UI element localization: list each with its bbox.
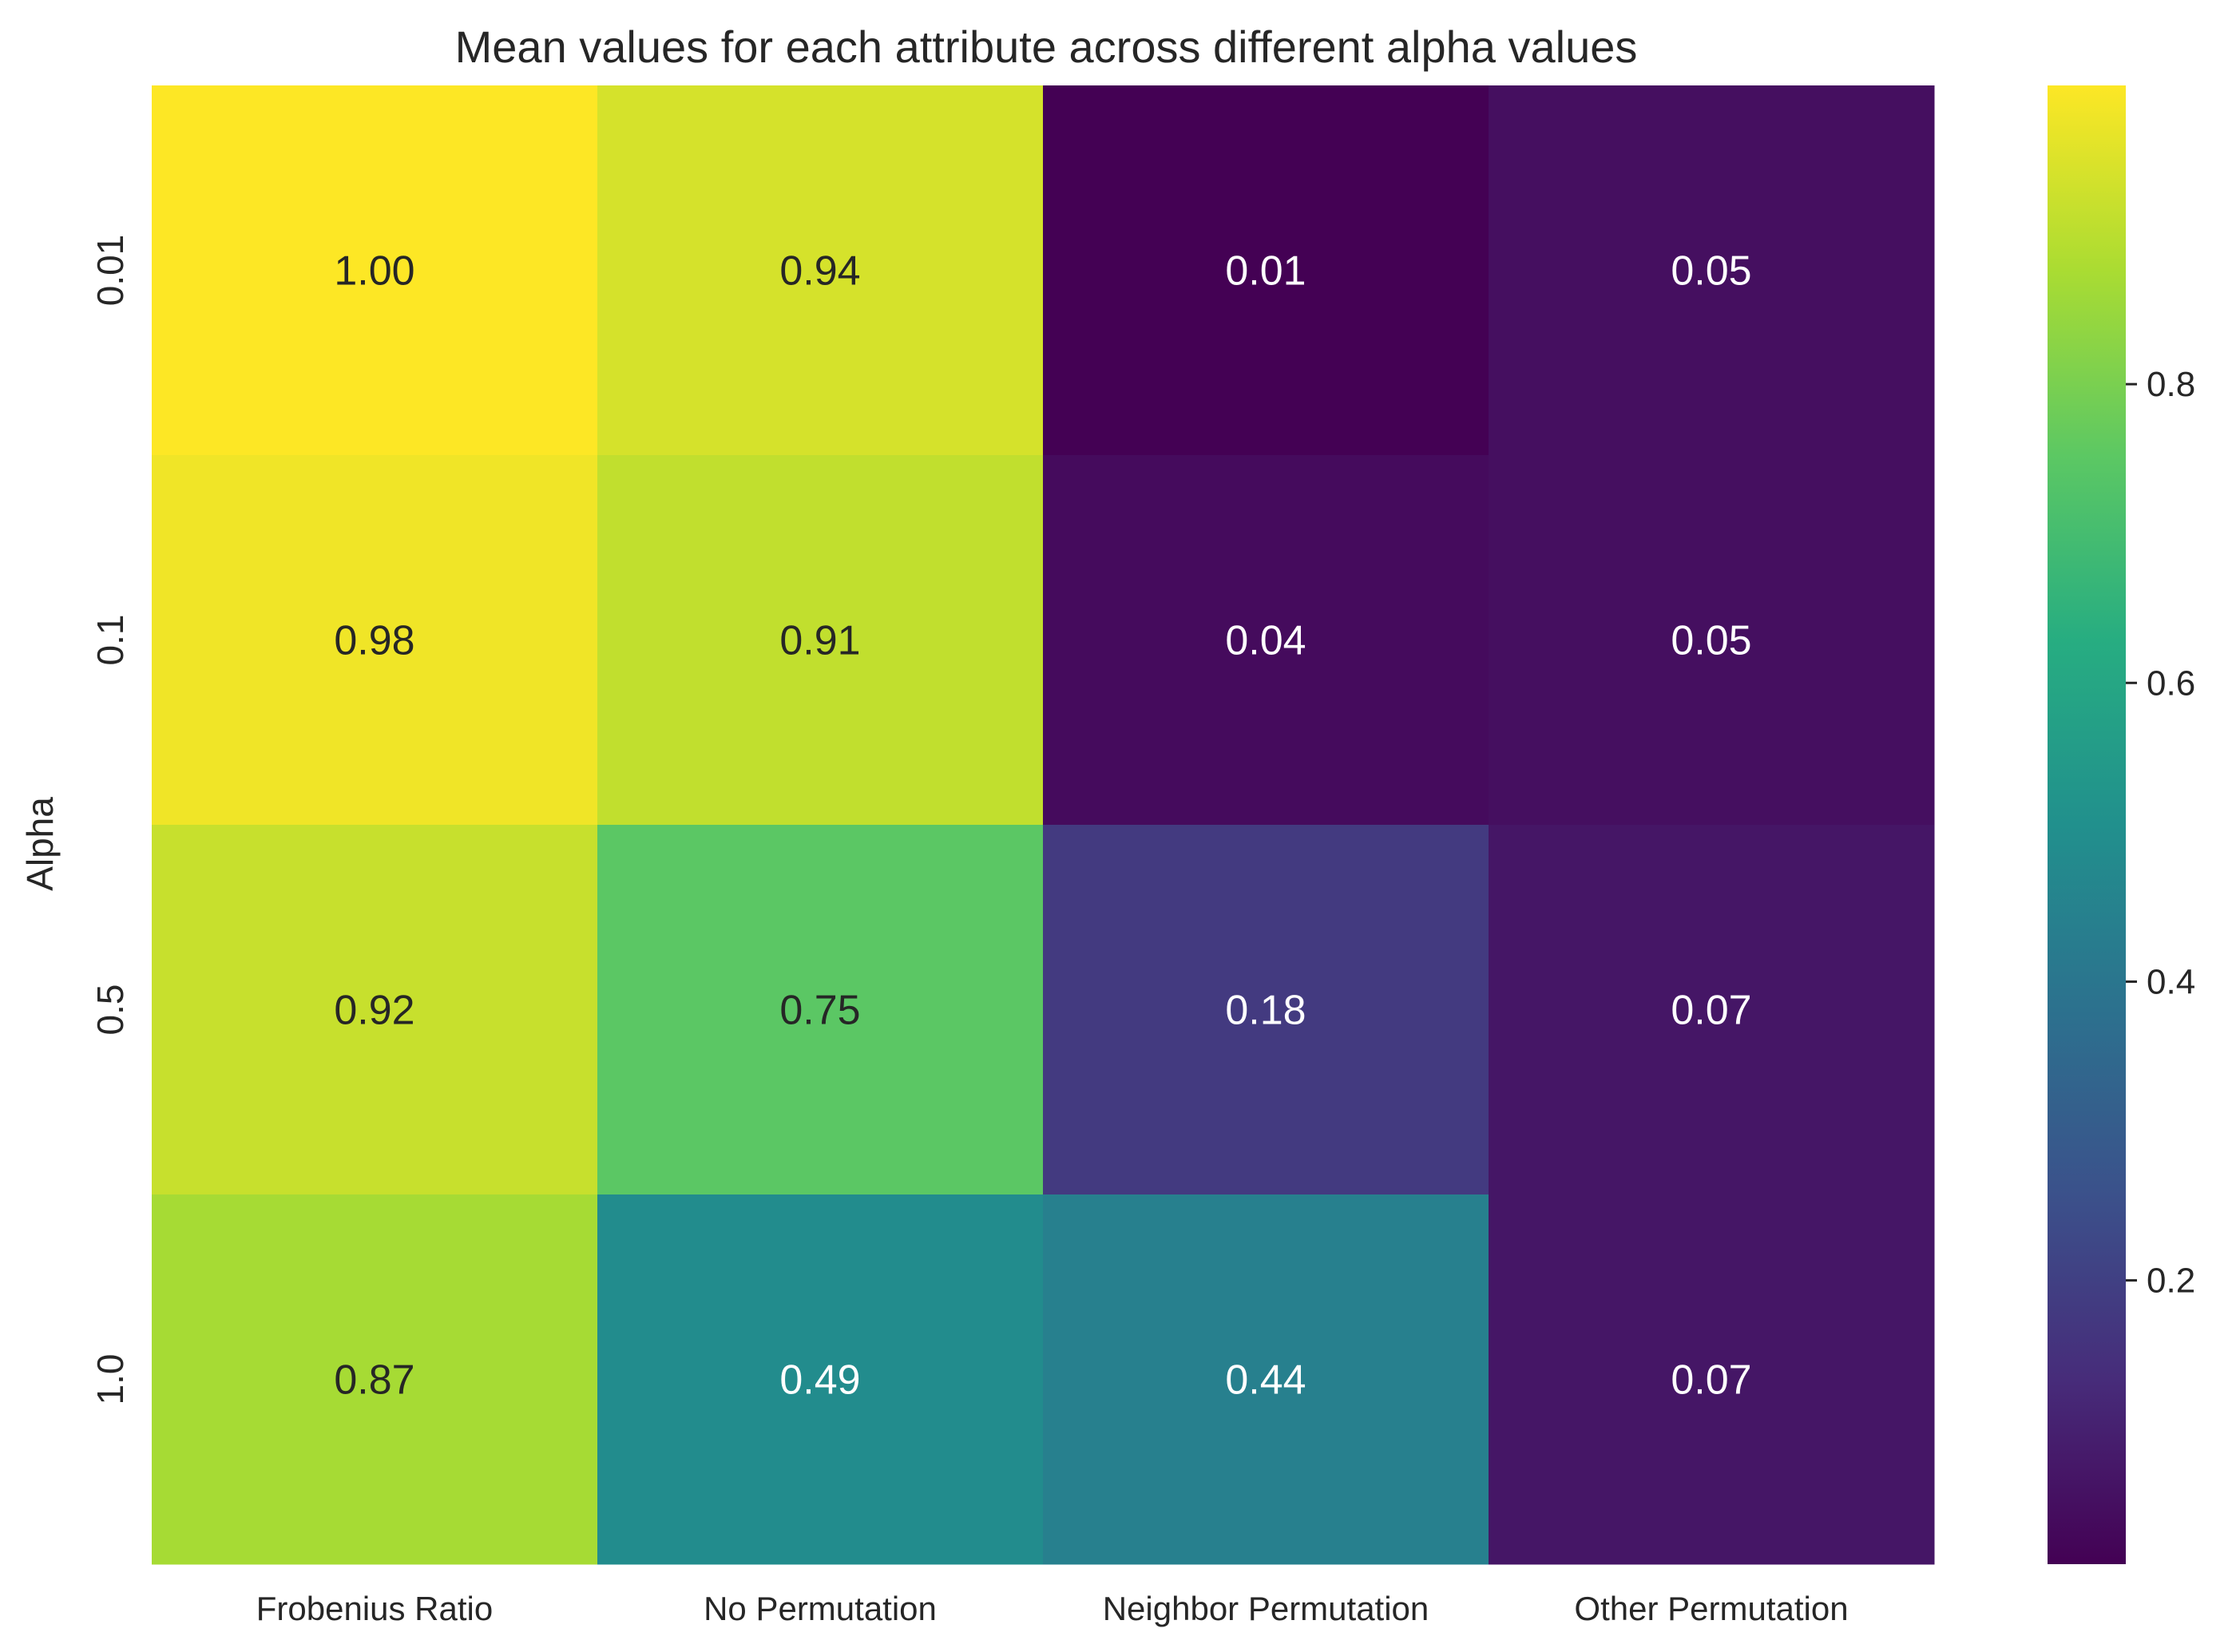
heatmap-cell (152, 825, 598, 1195)
heatmap-cell (597, 455, 1044, 826)
cell-value-label: 0.07 (1671, 1357, 1751, 1404)
colorbar-tick-label: 0.8 (2147, 365, 2195, 404)
colorbar-tick-label: 0.2 (2147, 1262, 2195, 1301)
heatmap-cell (1043, 85, 1489, 456)
cell-value-label: 0.44 (1225, 1357, 1306, 1404)
cell-value-label: 0.18 (1225, 988, 1306, 1034)
heatmap-cell (1489, 455, 1935, 826)
cell-value-label: 0.49 (779, 1357, 860, 1404)
heatmap-cells (152, 85, 1935, 1565)
cell-value-label: 0.05 (1671, 618, 1751, 664)
heatmap-cell-labels: 1.00 0.94 0.01 0.05 0.98 0.91 0.04 0.05 0.92 0.75… (334, 248, 1751, 1404)
colorbar-ticks: 0.2 0.4 0.6 0.8 (2126, 365, 2195, 1301)
cell-value-label: 0.01 (1225, 248, 1306, 295)
cell-value-label: 0.98 (334, 618, 414, 664)
x-tick-label: Frobenius Ratio (256, 1590, 493, 1627)
cell-value-label: 0.75 (779, 988, 860, 1034)
y-tick-label: 1.0 (89, 1354, 131, 1405)
cell-value-label: 0.04 (1225, 618, 1306, 664)
cell-value-label: 0.87 (334, 1357, 414, 1404)
heatmap-cell (597, 1194, 1044, 1565)
colorbar (2048, 85, 2126, 1564)
y-tick-label: 0.1 (89, 615, 131, 666)
cell-value-label: 1.00 (334, 248, 414, 295)
cell-value-label: 0.07 (1671, 988, 1751, 1034)
y-tick-label: 0.01 (89, 235, 131, 307)
heatmap-cell (597, 85, 1044, 456)
heatmap-cell (1043, 825, 1489, 1195)
heatmap-cell (597, 825, 1044, 1195)
y-axis-label: Alpha (19, 797, 61, 891)
x-axis-ticks: Frobenius Ratio No Permutation Neighbor Pe… (256, 1590, 1849, 1627)
heatmap-cell (1489, 825, 1935, 1195)
heatmap-cell (1489, 85, 1935, 456)
y-axis-ticks: 0.01 0.1 0.5 1.0 (89, 235, 131, 1405)
heatmap-cell (152, 455, 598, 826)
x-tick-label: Other Permutation (1574, 1590, 1848, 1627)
cell-value-label: 0.05 (1671, 248, 1751, 295)
x-tick-label: Neighbor Permutation (1103, 1590, 1429, 1627)
y-tick-label: 0.5 (89, 984, 131, 1036)
heatmap-cell (1489, 1194, 1935, 1565)
cell-value-label: 0.91 (779, 618, 860, 664)
heatmap-cell (152, 85, 598, 456)
x-tick-label: No Permutation (704, 1590, 937, 1627)
cell-value-label: 0.94 (779, 248, 860, 295)
heatmap-cell (1043, 1194, 1489, 1565)
heatmap-cell (1043, 455, 1489, 826)
chart-title: Mean values for each attribute across di… (455, 22, 1638, 72)
colorbar-tick-label: 0.6 (2147, 664, 2195, 703)
colorbar-tick-label: 0.4 (2147, 962, 2195, 1001)
cell-value-label: 0.92 (334, 988, 414, 1034)
heatmap-cell (152, 1194, 598, 1565)
